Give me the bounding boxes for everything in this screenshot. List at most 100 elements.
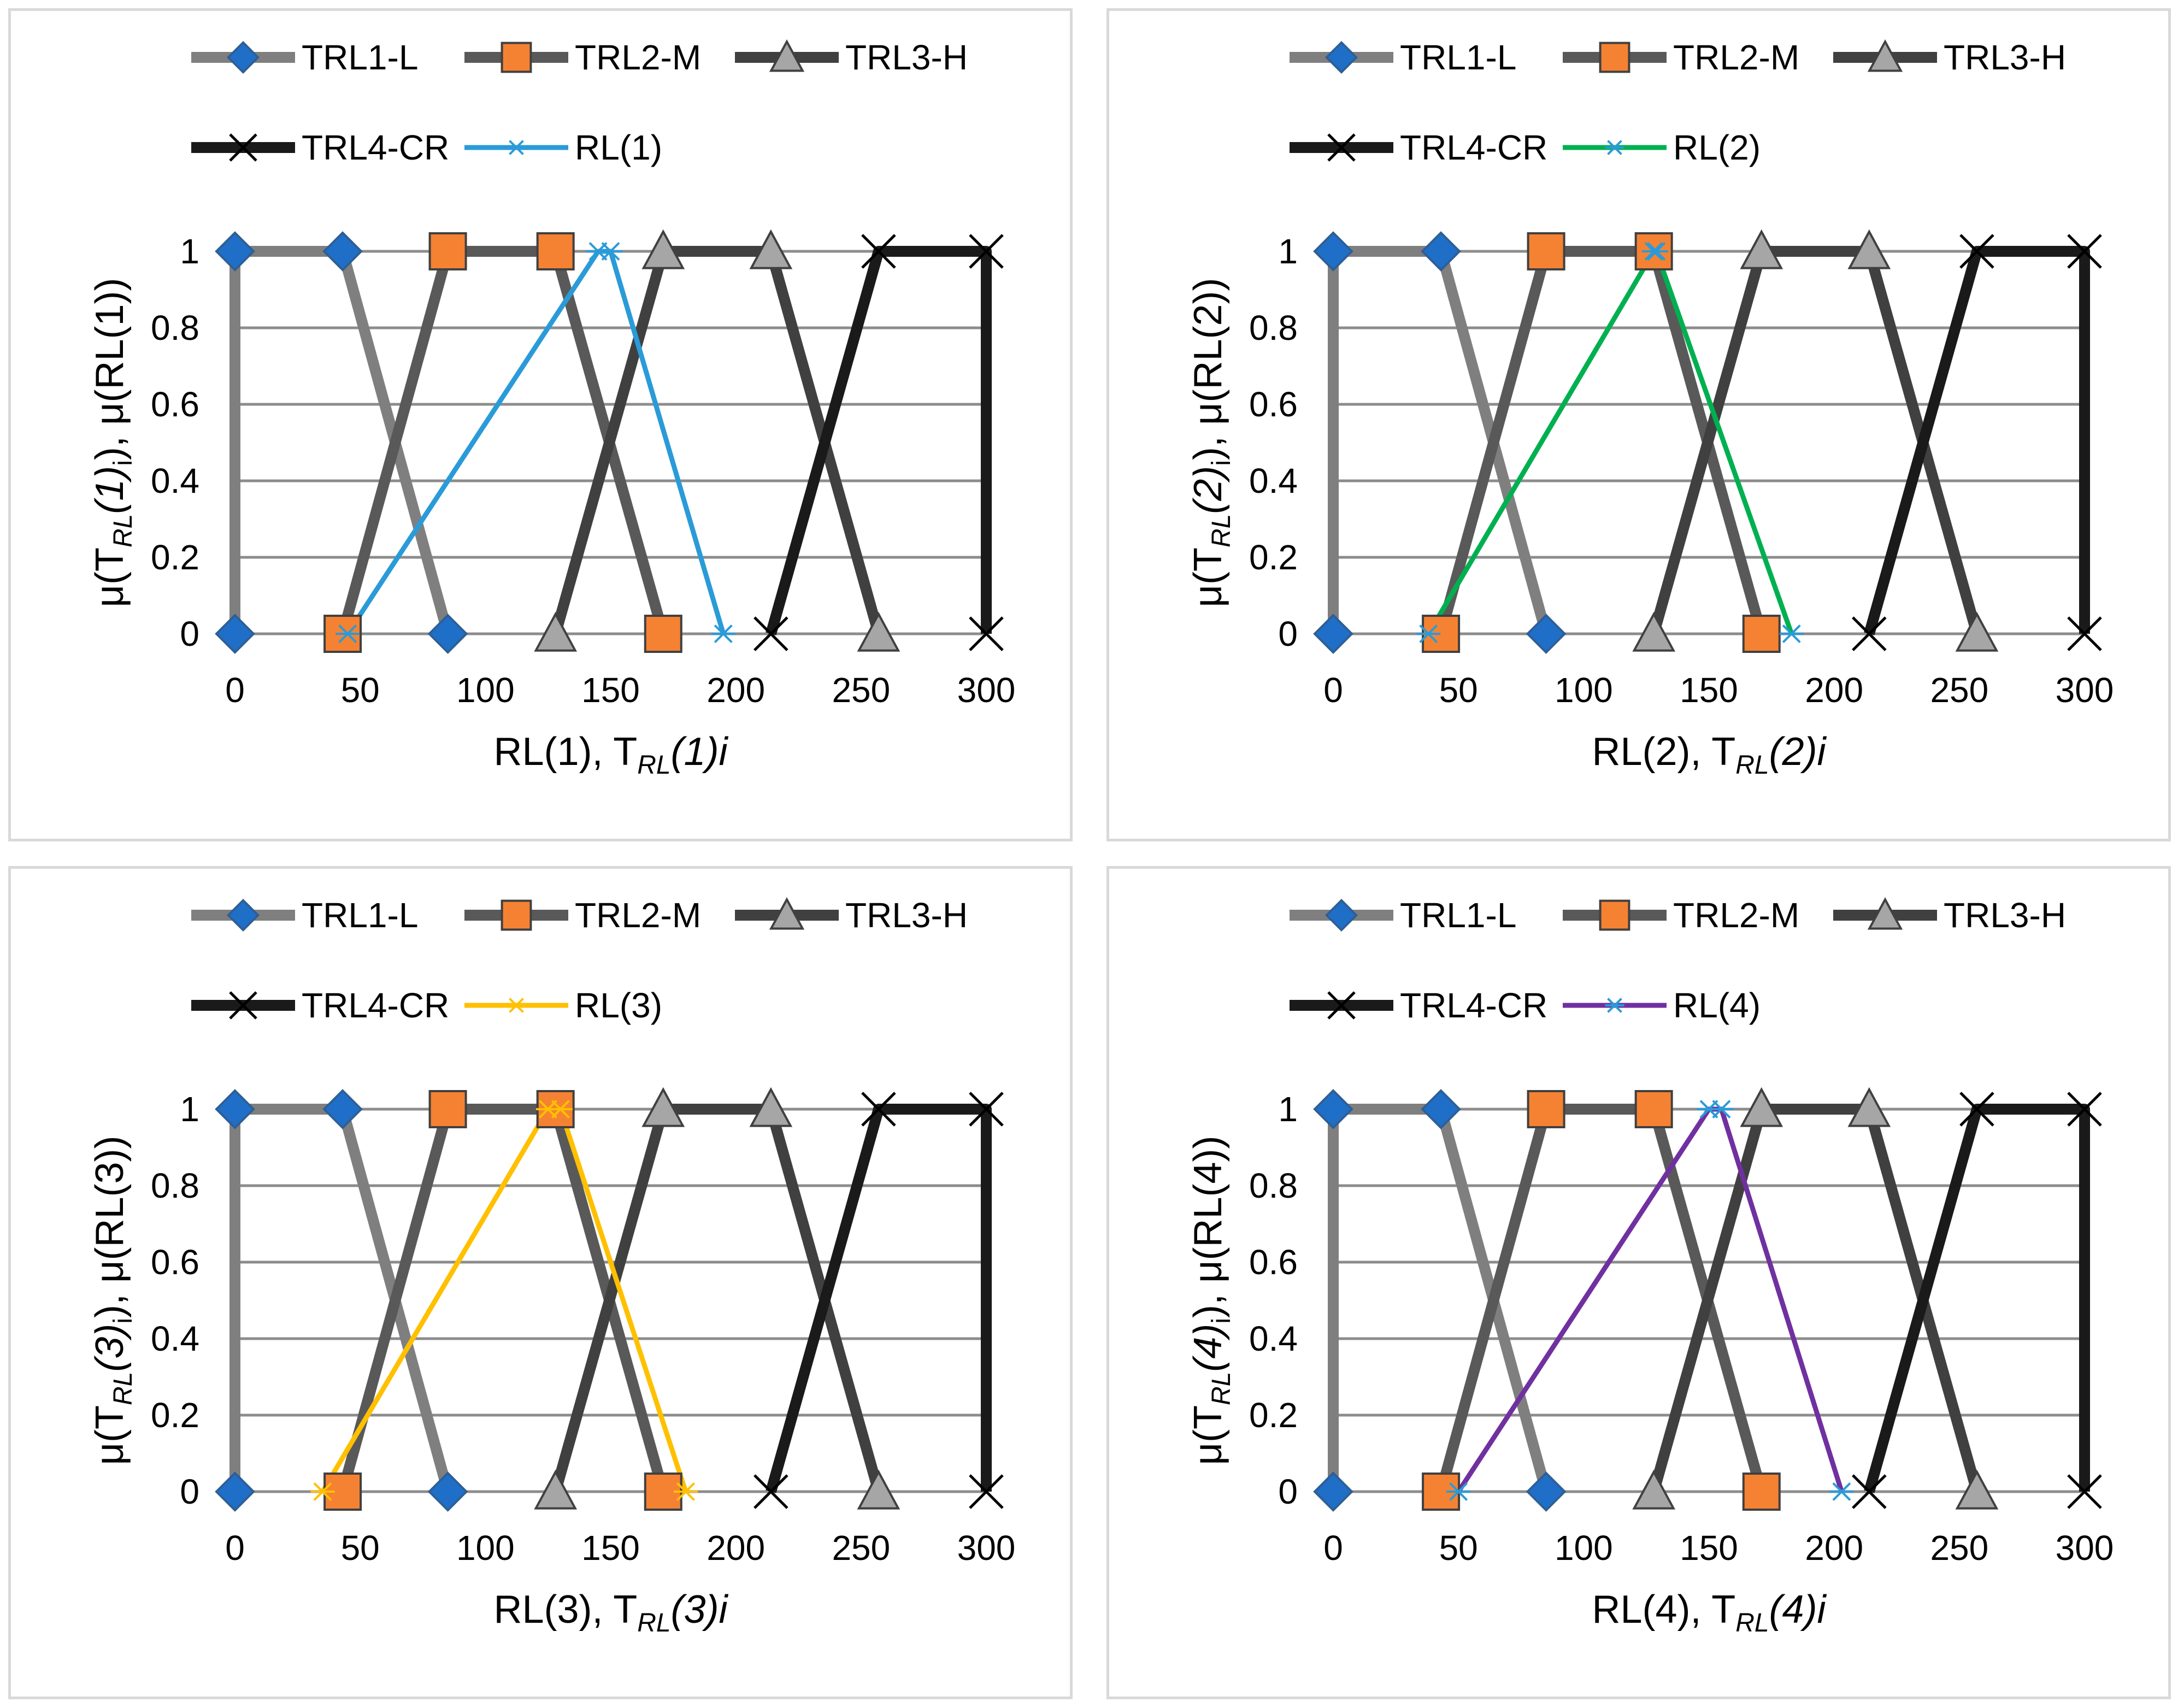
y-axis-title: μ(TRL(4)i), μ(RL(4)) <box>1186 1136 1236 1465</box>
x-axis-title: RL(2), TRL(2)i <box>1592 730 1827 780</box>
x-tick-label: 250 <box>1930 670 1988 710</box>
y-tick-label: 0.4 <box>1249 1319 1298 1358</box>
y-tick-label: 1 <box>180 1089 199 1129</box>
x-tick-label: 50 <box>341 1528 380 1568</box>
rl-series-marker <box>548 1100 573 1118</box>
series-marker-trl3-h <box>1740 1087 1783 1127</box>
series-marker-trl1-l <box>427 614 468 654</box>
series-marker-trl3-h <box>1632 611 1676 652</box>
legend-marker <box>1867 897 1903 930</box>
rl-series-marker <box>598 242 623 261</box>
legend-marker <box>1599 42 1630 73</box>
series-marker-trl3-h <box>1955 611 1999 652</box>
series-marker-trl4-cr <box>861 234 896 269</box>
chart-svg-1: 0 0.2 0.4 0.6 0.8 1 0 50 100 150 200 250 300 TRL1-L TR… <box>88 38 1016 780</box>
series-marker-trl2-m <box>1527 232 1565 270</box>
legend-marker <box>769 39 805 72</box>
x-tick-label: 300 <box>2056 1528 2114 1568</box>
series-marker-trl2-m <box>644 615 682 653</box>
series-line-trl2-m <box>337 1104 669 1493</box>
x-axis-title: RL(3), TRL(3)i <box>493 1588 728 1638</box>
rl-series-marker <box>674 1482 698 1501</box>
series-marker-trl3-h <box>534 611 578 652</box>
x-tick-label: 300 <box>957 1528 1016 1568</box>
series-line-trl2-m <box>337 246 669 635</box>
legend-marker <box>501 899 532 931</box>
legend-label: TRL2-M <box>1673 38 1799 77</box>
rl-series-line <box>1456 1106 1844 1493</box>
legend-marker <box>1605 140 1624 155</box>
legend-marker <box>226 898 260 932</box>
legend-label: RL(3) <box>575 986 662 1025</box>
series-line-trl1-l <box>1328 1104 1552 1493</box>
rl-series-marker <box>1416 625 1441 643</box>
y-tick-label: 0.4 <box>151 1319 199 1358</box>
series-marker-trl4-cr <box>2067 1474 2102 1509</box>
series-line-trl1-l <box>229 1104 454 1493</box>
series-marker-trl3-h <box>641 1087 685 1127</box>
series-marker-trl4-cr <box>754 616 788 651</box>
legend-label: TRL3-H <box>1944 896 2066 935</box>
series-marker-trl4-cr <box>969 234 1004 269</box>
series-marker-trl1-l <box>1526 614 1567 654</box>
rl-series-marker <box>1644 242 1669 261</box>
series-marker-trl3-h <box>1955 1469 1999 1510</box>
legend-label: RL(2) <box>1673 128 1761 167</box>
legend-label: RL(1) <box>575 128 662 167</box>
series-marker-trl4-cr <box>1959 1092 1994 1127</box>
x-tick-label: 50 <box>341 670 380 710</box>
x-tick-label: 0 <box>1323 1528 1343 1568</box>
legend-label: TRL4-CR <box>302 986 449 1025</box>
chart-panel-4: 0 0.2 0.4 0.6 0.8 1 0 50 100 150 200 250 300 TRL1-L TR… <box>1106 866 2171 1699</box>
x-tick-label: 150 <box>581 670 640 710</box>
series-marker-trl4-cr <box>2067 234 2102 269</box>
series-line-trl2-m <box>1435 1104 1767 1493</box>
y-tick-label: 0.6 <box>1249 1242 1298 1282</box>
legend-marker <box>1605 998 1624 1013</box>
series-marker-trl2-m <box>1634 1090 1673 1128</box>
x-tick-label: 300 <box>957 670 1016 710</box>
legend-marker <box>226 40 260 74</box>
x-axis-title: RL(1), TRL(1)i <box>493 730 728 780</box>
x-tick-label: 300 <box>2056 670 2114 710</box>
x-tick-label: 100 <box>456 1528 515 1568</box>
legend-marker <box>507 998 526 1013</box>
x-tick-label: 100 <box>456 670 515 710</box>
rl-series-marker <box>711 625 735 643</box>
series-marker-trl3-h <box>1847 229 1891 269</box>
legend-marker <box>1325 40 1358 74</box>
series-marker-trl1-l <box>1421 231 1461 272</box>
series-marker-trl3-h <box>749 229 793 269</box>
series-marker-trl1-l <box>1526 1471 1567 1512</box>
legend-marker <box>501 42 532 73</box>
series-marker-trl3-h <box>1632 1469 1676 1510</box>
chart-svg-4: 0 0.2 0.4 0.6 0.8 1 0 50 100 150 200 250 300 TRL1-L TR… <box>1186 896 2114 1638</box>
legend-marker <box>1327 133 1356 162</box>
series-marker-trl4-cr <box>969 616 1004 651</box>
legend-marker <box>1327 991 1356 1020</box>
x-tick-label: 250 <box>1930 1528 1988 1568</box>
series-marker-trl3-h <box>857 611 900 652</box>
series-marker-trl3-h <box>534 1469 578 1510</box>
series-line-trl4-cr <box>1864 246 2090 635</box>
y-tick-label: 0.2 <box>151 1395 199 1435</box>
y-tick-label: 0.4 <box>1249 461 1298 500</box>
x-tick-label: 250 <box>832 1528 890 1568</box>
rl-series-line <box>345 249 726 635</box>
chart-svg-3: 0 0.2 0.4 0.6 0.8 1 0 50 100 150 200 250 300 TRL1-L TR… <box>88 896 1016 1638</box>
x-tick-label: 150 <box>1680 1528 1738 1568</box>
chart-panel-3: 0 0.2 0.4 0.6 0.8 1 0 50 100 150 200 250 300 TRL1-L TR… <box>8 866 1073 1699</box>
series-line-trl4-cr <box>1864 1104 2090 1493</box>
series-marker-trl4-cr <box>1852 1474 1887 1509</box>
x-tick-label: 100 <box>1555 1528 1613 1568</box>
y-tick-label: 1 <box>1278 232 1298 271</box>
series-marker-trl2-m <box>1527 1090 1565 1128</box>
rl-series-marker <box>1779 625 1804 643</box>
series-marker-trl3-h <box>1740 229 1783 269</box>
legend-label: TRL1-L <box>1400 38 1516 77</box>
series-line-trl1-l <box>1328 246 1552 635</box>
y-tick-label: 0.2 <box>151 538 199 577</box>
legend-label: TRL4-CR <box>302 128 449 167</box>
legend-label: TRL4-CR <box>1400 986 1547 1025</box>
legend-label: TRL1-L <box>302 896 418 935</box>
